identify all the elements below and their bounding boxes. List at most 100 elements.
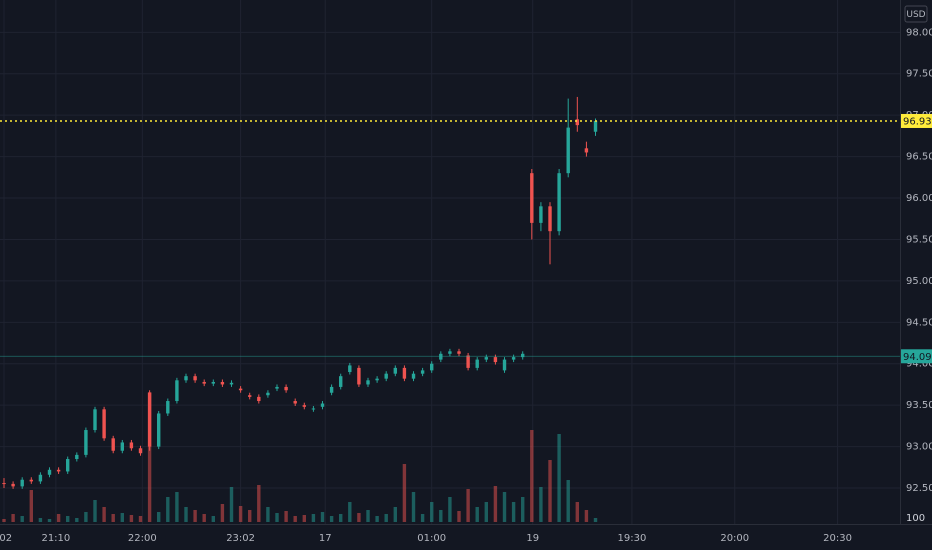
candle-body bbox=[493, 357, 498, 363]
y-tick-label: 98.00 bbox=[906, 27, 932, 38]
candle-body bbox=[457, 351, 461, 354]
volume-bar bbox=[575, 502, 580, 522]
volume-bar bbox=[593, 518, 598, 522]
candle-body bbox=[266, 392, 270, 396]
candle-body bbox=[329, 386, 334, 393]
x-tick-label: 20:00 bbox=[720, 533, 749, 544]
volume-bar bbox=[466, 489, 470, 522]
volume-bar bbox=[229, 487, 234, 522]
volume-tick-label: 100 bbox=[906, 513, 925, 524]
x-tick-label: :02 bbox=[0, 533, 12, 544]
candle-body bbox=[257, 396, 261, 402]
candle-body bbox=[56, 469, 61, 472]
volume-bar bbox=[420, 514, 425, 522]
x-tick-label: 20:30 bbox=[823, 533, 852, 544]
candle-body bbox=[366, 380, 370, 385]
volume-bar bbox=[220, 504, 225, 522]
candle-body bbox=[211, 381, 216, 384]
price-label-box bbox=[901, 113, 932, 128]
candle-body bbox=[420, 370, 425, 374]
candle-body bbox=[75, 454, 79, 460]
volume-bar bbox=[393, 507, 398, 522]
candle-body bbox=[47, 469, 52, 475]
candle-body bbox=[584, 148, 589, 153]
volume-bar bbox=[202, 514, 206, 522]
volume-bar bbox=[548, 460, 552, 522]
candle-layer bbox=[2, 96, 598, 489]
volume-bar bbox=[539, 487, 543, 522]
candle-body bbox=[448, 351, 452, 354]
candle-body bbox=[530, 173, 534, 223]
candle-body bbox=[511, 357, 516, 360]
price-label: 96.93 bbox=[903, 116, 932, 127]
candle-body bbox=[193, 376, 197, 381]
candle-body bbox=[248, 395, 252, 397]
volume-bar bbox=[66, 516, 70, 522]
candle-body bbox=[220, 381, 225, 385]
currency-box[interactable] bbox=[904, 5, 928, 23]
candle-body bbox=[284, 386, 288, 391]
volume-bar bbox=[284, 511, 288, 522]
candle-body bbox=[484, 357, 489, 360]
y-tick-label: 96.50 bbox=[906, 152, 932, 163]
candle-body bbox=[29, 479, 34, 482]
volume-bar bbox=[184, 507, 188, 522]
volume-bar bbox=[311, 514, 316, 522]
candle-body bbox=[502, 359, 507, 371]
volume-bar bbox=[102, 507, 106, 522]
volume-bar bbox=[320, 512, 325, 522]
volume-bar bbox=[329, 516, 334, 522]
candle-body bbox=[302, 405, 307, 407]
y-tick-label: 94.50 bbox=[906, 317, 932, 328]
volume-bar bbox=[493, 486, 498, 522]
candle-body bbox=[202, 381, 206, 384]
candle-body bbox=[102, 409, 106, 439]
candle-body bbox=[575, 119, 580, 126]
candle-body bbox=[20, 479, 24, 487]
volume-bar bbox=[439, 510, 443, 522]
grid bbox=[0, 0, 900, 524]
volume-bar bbox=[175, 492, 179, 522]
candle-body bbox=[339, 376, 343, 387]
candle-body bbox=[11, 483, 15, 487]
volume-bar bbox=[266, 507, 270, 522]
volume-bar bbox=[475, 507, 479, 522]
volume-bar bbox=[557, 434, 561, 522]
candle-body bbox=[593, 120, 598, 132]
candle-body bbox=[166, 401, 170, 414]
price-label: 94.09 bbox=[903, 352, 932, 363]
volume-bar bbox=[138, 516, 143, 522]
x-tick-label: 01:00 bbox=[417, 533, 446, 544]
x-tick-label: 17 bbox=[319, 533, 332, 544]
candle-body bbox=[311, 408, 316, 410]
x-tick-label: 21:10 bbox=[41, 533, 70, 544]
candle-body bbox=[384, 373, 388, 379]
volume-bar bbox=[384, 514, 388, 522]
y-tick-label: 97.50 bbox=[906, 69, 932, 80]
candle-body bbox=[375, 378, 379, 381]
candle-body bbox=[548, 206, 552, 232]
volume-bar bbox=[157, 512, 161, 522]
candle-body bbox=[2, 483, 6, 485]
volume-bar bbox=[275, 513, 279, 522]
volume-bar bbox=[38, 518, 43, 522]
volume-bar bbox=[339, 514, 343, 522]
volume-bar bbox=[502, 492, 507, 522]
candle-body bbox=[84, 430, 88, 455]
volume-bar bbox=[511, 502, 516, 522]
candle-body bbox=[120, 442, 125, 451]
volume-bar bbox=[566, 480, 570, 522]
candle-body bbox=[229, 382, 234, 385]
candle-body bbox=[539, 206, 543, 223]
volume-bar bbox=[147, 392, 152, 522]
x-tick-label: 22:00 bbox=[128, 533, 157, 544]
currency[interactable]: USD bbox=[906, 10, 925, 20]
candle-body bbox=[111, 438, 115, 451]
volume-bar bbox=[457, 511, 461, 522]
y-tick-label: 93.00 bbox=[906, 442, 932, 453]
candle-body bbox=[357, 367, 361, 385]
volume-bar bbox=[29, 490, 34, 522]
candle-body bbox=[38, 474, 43, 482]
candle-body bbox=[475, 359, 479, 368]
